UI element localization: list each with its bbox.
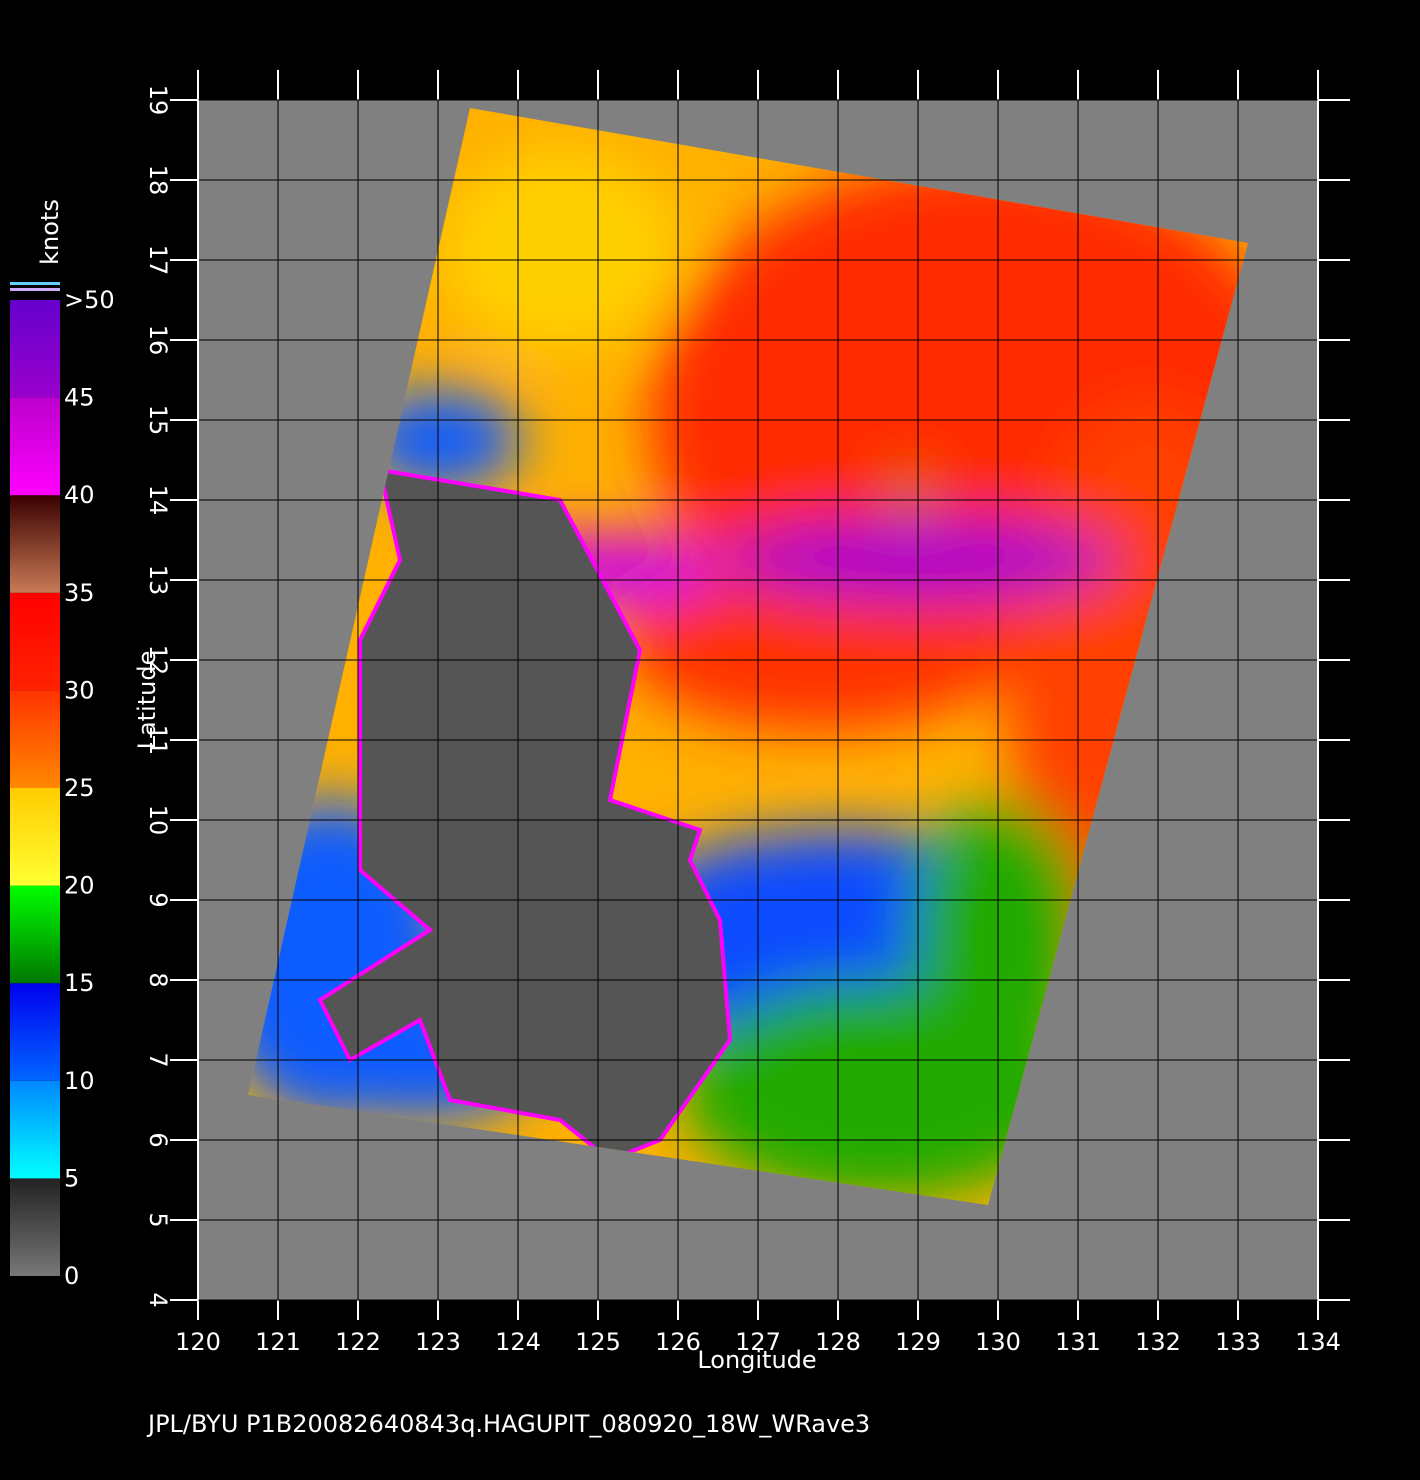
y-tick-label: 12 — [144, 645, 172, 676]
colorbar-tick-label: 25 — [64, 774, 95, 802]
x-tick-label: 127 — [735, 1328, 781, 1356]
colorbar-cap — [10, 282, 60, 285]
x-tick-label: 130 — [975, 1328, 1021, 1356]
colorbar-tick-label: 0 — [64, 1262, 79, 1290]
y-tick-label: 8 — [144, 972, 172, 987]
y-tick-label: 17 — [144, 245, 172, 276]
x-tick-label: 129 — [895, 1328, 941, 1356]
colorbar-label: knots — [36, 199, 64, 265]
colorbar-tick-label: 35 — [64, 579, 95, 607]
colorbar-band — [10, 1178, 60, 1276]
y-tick-label: 14 — [144, 485, 172, 516]
colorbar-tick-label: 20 — [64, 872, 95, 900]
y-tick-label: 9 — [144, 892, 172, 907]
colorbar-band — [10, 690, 60, 788]
colorbar-band — [10, 495, 60, 593]
x-tick-label: 122 — [335, 1328, 381, 1356]
y-tick-label: 19 — [144, 85, 172, 116]
x-tick-label: 120 — [175, 1328, 221, 1356]
x-tick-label: 123 — [415, 1328, 461, 1356]
colorbar-band — [10, 397, 60, 496]
y-tick-label: 15 — [144, 405, 172, 436]
colorbar-tick-label: 40 — [64, 481, 95, 509]
colorbar-band — [10, 1080, 60, 1179]
colorbar-tick-label: 45 — [64, 384, 95, 412]
x-tick-label: 124 — [495, 1328, 541, 1356]
x-tick-label: 121 — [255, 1328, 301, 1356]
colorbar-tick-label: >50 — [64, 286, 115, 314]
y-tick-label: 10 — [144, 805, 172, 836]
x-tick-label: 132 — [1135, 1328, 1181, 1356]
x-axis-label: Longitude — [697, 1346, 816, 1374]
colorbar-tick-label: 15 — [64, 969, 95, 997]
colorbar-band — [10, 983, 60, 1081]
colorbar-cap — [10, 288, 60, 291]
x-tick-label: 134 — [1295, 1328, 1341, 1356]
y-tick-label: 13 — [144, 565, 172, 596]
x-tick-label: 126 — [655, 1328, 701, 1356]
colorbar-tick-label: 5 — [64, 1164, 79, 1192]
footer: JPL/BYU P1B20082640843q.HAGUPIT_080920_1… — [146, 1410, 870, 1438]
y-tick-label: 18 — [144, 165, 172, 196]
x-tick-label: 128 — [815, 1328, 861, 1356]
y-tick-label: 16 — [144, 325, 172, 356]
y-tick-label: 4 — [144, 1292, 172, 1307]
y-tick-label: 11 — [144, 725, 172, 756]
colorbar-band — [10, 788, 60, 886]
colorbar-band — [10, 592, 60, 691]
colorbar-band — [10, 885, 60, 984]
y-tick-label: 7 — [144, 1052, 172, 1067]
x-tick-label: 131 — [1055, 1328, 1101, 1356]
colorbar-tick-label: 10 — [64, 1067, 95, 1095]
x-tick-label: 125 — [575, 1328, 621, 1356]
x-tick-label: 133 — [1215, 1328, 1261, 1356]
colorbar-band — [10, 300, 60, 398]
y-tick-label: 6 — [144, 1132, 172, 1147]
y-axis-label: Latitude — [133, 651, 161, 750]
y-tick-label: 5 — [144, 1212, 172, 1227]
colorbar-tick-label: 30 — [64, 676, 95, 704]
